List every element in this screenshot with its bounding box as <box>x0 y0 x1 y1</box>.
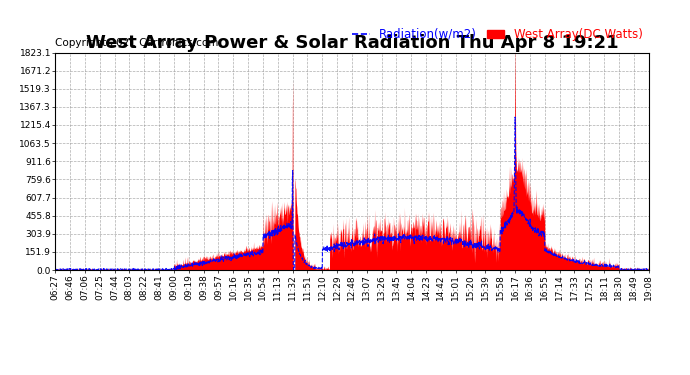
Title: West Array Power & Solar Radiation Thu Apr 8 19:21: West Array Power & Solar Radiation Thu A… <box>86 34 618 53</box>
Text: Copyright 2021 Cartronics.com: Copyright 2021 Cartronics.com <box>55 38 219 48</box>
Legend: Radiation(w/m2), West Array(DC Watts): Radiation(w/m2), West Array(DC Watts) <box>352 28 642 41</box>
